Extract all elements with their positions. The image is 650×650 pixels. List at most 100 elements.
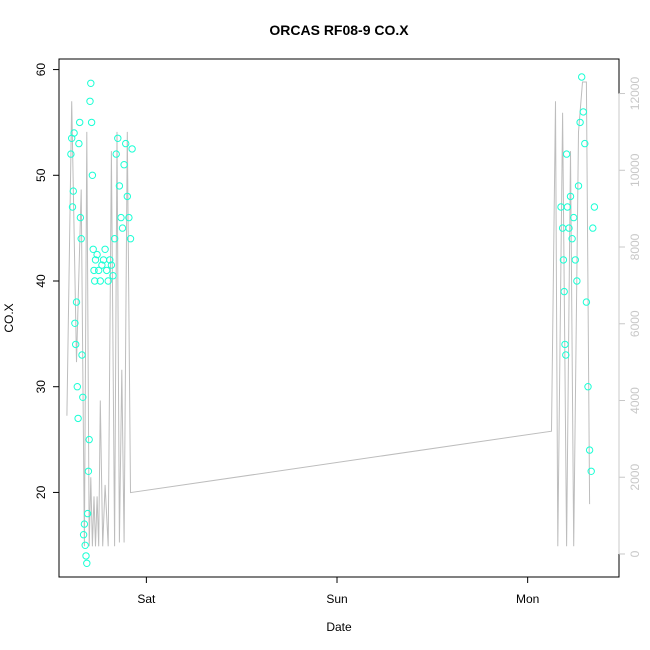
data-point xyxy=(566,192,575,201)
data-point xyxy=(128,145,136,153)
data-point xyxy=(73,383,82,391)
data-point xyxy=(565,224,573,232)
data-point xyxy=(79,531,88,539)
data-point xyxy=(70,129,78,137)
data-point xyxy=(87,118,96,127)
data-point xyxy=(568,235,576,243)
data-point xyxy=(117,213,125,222)
data-point xyxy=(89,245,97,254)
x-tick-label: Sun xyxy=(326,592,347,606)
data-point xyxy=(122,139,130,148)
data-point xyxy=(579,108,587,116)
data-point xyxy=(584,383,592,391)
data-point xyxy=(91,256,100,264)
data-point xyxy=(585,446,594,454)
data-point xyxy=(120,161,128,169)
data-point xyxy=(571,256,579,264)
data-point xyxy=(581,139,589,148)
data-point xyxy=(590,203,599,211)
data-point xyxy=(559,256,568,264)
data-point xyxy=(125,213,133,222)
data-point xyxy=(560,287,568,296)
data-point xyxy=(112,150,120,158)
data-point xyxy=(83,509,92,518)
chart-title: ORCAS RF08-9 CO.X xyxy=(269,22,409,38)
y2-tick-label: 2000 xyxy=(628,464,642,491)
co-points-layer xyxy=(67,73,599,567)
data-point xyxy=(76,118,84,127)
y-tick-label: 40 xyxy=(34,274,48,288)
data-point xyxy=(82,552,90,560)
data-point xyxy=(77,235,85,243)
data-point xyxy=(72,340,80,349)
data-point xyxy=(118,224,127,232)
data-point xyxy=(81,541,89,549)
plot-frame xyxy=(58,58,620,578)
x-axis-label: Date xyxy=(326,620,352,634)
data-point xyxy=(95,266,103,275)
data-point xyxy=(87,79,95,88)
y-axis: 20 30 40 50 60 xyxy=(34,63,60,499)
data-point xyxy=(93,250,101,259)
altitude-series-line xyxy=(66,81,591,547)
data-point xyxy=(96,277,105,285)
data-point xyxy=(103,266,111,275)
data-point xyxy=(109,272,117,280)
y2-tick-label: 8000 xyxy=(628,233,642,260)
data-point xyxy=(69,187,78,195)
data-point xyxy=(68,203,77,211)
data-point xyxy=(106,256,114,264)
y-tick-label: 30 xyxy=(34,380,48,394)
x-tick-label: Mon xyxy=(516,592,539,606)
data-point xyxy=(88,171,97,180)
data-point xyxy=(72,298,81,306)
data-point xyxy=(563,203,572,211)
data-point xyxy=(115,182,124,190)
data-point xyxy=(107,261,116,269)
x-axis: Sat Sun Mon xyxy=(137,576,539,606)
data-point xyxy=(83,559,91,567)
data-point xyxy=(573,277,581,285)
y-axis-label: CO.X xyxy=(2,303,16,332)
data-point xyxy=(74,414,82,423)
x-tick-label: Sat xyxy=(137,592,156,606)
data-point xyxy=(76,213,85,222)
data-point xyxy=(582,298,591,306)
y-tick-label: 20 xyxy=(34,485,48,499)
data-point xyxy=(84,467,93,475)
data-point xyxy=(80,520,89,528)
data-point xyxy=(126,235,135,243)
y2-tick-label: 12000 xyxy=(628,77,642,111)
data-point xyxy=(98,261,106,269)
y-tick-label: 50 xyxy=(34,168,48,182)
data-point xyxy=(562,351,570,359)
data-point xyxy=(587,467,595,475)
data-point xyxy=(85,435,93,444)
data-point xyxy=(110,235,119,243)
data-point xyxy=(114,134,122,143)
data-point xyxy=(75,139,83,148)
y2-axis: 0 2000 4000 6000 8000 10000 12000 xyxy=(618,77,642,557)
y2-tick-label: 6000 xyxy=(628,310,642,337)
data-point xyxy=(91,277,99,285)
data-point xyxy=(574,182,583,190)
data-point xyxy=(67,150,75,158)
data-point xyxy=(104,277,112,285)
data-point xyxy=(79,393,87,401)
data-point xyxy=(578,73,586,81)
data-point xyxy=(558,224,567,232)
data-point xyxy=(576,118,584,127)
data-point xyxy=(561,340,569,349)
data-point xyxy=(562,150,571,158)
data-point xyxy=(123,192,132,201)
data-point xyxy=(86,97,94,106)
y2-tick-label: 10000 xyxy=(628,153,642,187)
data-point xyxy=(71,319,79,327)
data-point xyxy=(589,224,597,232)
altitude-line-layer xyxy=(66,81,591,547)
y2-tick-label: 0 xyxy=(628,550,642,557)
y2-tick-label: 4000 xyxy=(628,387,642,414)
y-tick-label: 60 xyxy=(34,63,48,77)
data-point xyxy=(78,351,86,359)
